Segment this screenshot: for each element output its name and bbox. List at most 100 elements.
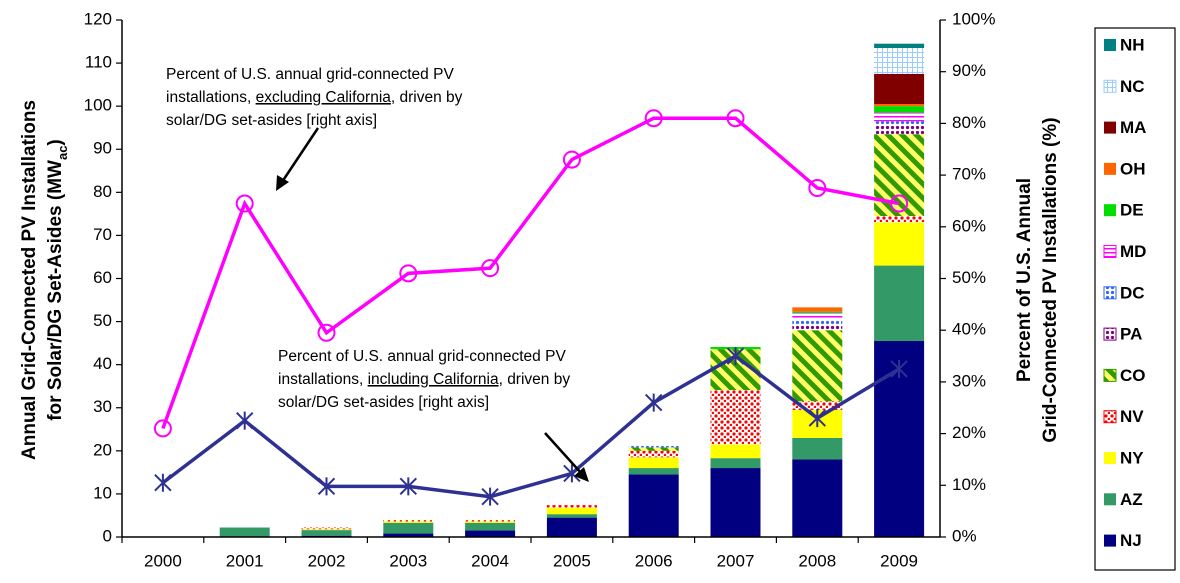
annotation-text: solar/DG set-asides [right axis] — [166, 112, 377, 129]
bar-segment — [792, 319, 843, 324]
legend-swatch — [1104, 452, 1116, 464]
y2-tick-label: 80% — [952, 113, 986, 132]
bar-segment — [465, 520, 516, 522]
bar-segment — [792, 330, 843, 402]
y-label-part: for Solar/DG Set-Asides (MW — [45, 160, 66, 421]
legend-label: PA — [1120, 325, 1142, 344]
y-label-subscript: ac — [55, 146, 70, 160]
x-tick-label: 2005 — [553, 551, 591, 570]
y-axis-label-line: for Solar/DG Set-Asides (MWac) — [45, 139, 70, 421]
line-series — [161, 353, 901, 499]
bar-segment — [710, 444, 761, 459]
legend-swatch — [1104, 534, 1116, 547]
bar-segment — [874, 112, 925, 122]
y2-tick-label: 50% — [952, 268, 986, 287]
y-tick-label: 0 — [103, 526, 112, 545]
legend-swatch — [1104, 493, 1116, 506]
y-tick-label: 120 — [84, 9, 112, 28]
y2-tick-label: 40% — [952, 320, 986, 339]
line-marker — [890, 194, 909, 213]
bar-segment — [874, 104, 925, 107]
bar-segment — [628, 444, 679, 448]
bar-segment — [874, 73, 925, 105]
bar-segment — [710, 390, 761, 445]
legend-swatch — [1103, 410, 1117, 424]
line-marker — [481, 259, 500, 278]
bar-segment — [219, 527, 270, 537]
y2-tick-label: 60% — [952, 216, 986, 235]
line-marker — [317, 323, 336, 342]
line-marker — [235, 194, 254, 213]
x-tick-label: 2009 — [880, 551, 918, 570]
x-tick-label: 2001 — [226, 551, 264, 570]
annotation-text: excluding California — [256, 89, 392, 106]
annotation: Percent of U.S. annual grid-connected PV… — [278, 348, 570, 411]
line-marker — [808, 179, 827, 198]
y2-tick-label: 90% — [952, 61, 986, 80]
bar-segment — [874, 125, 925, 135]
line-marker — [317, 477, 336, 496]
x-tick-label: 2000 — [144, 551, 182, 570]
y-tick-label: 70 — [93, 225, 112, 244]
annotation: Percent of U.S. annual grid-connected PV… — [166, 66, 463, 129]
legend-label: DC — [1120, 283, 1145, 302]
line-marker — [726, 347, 745, 366]
y-tick-label: 90 — [93, 139, 112, 158]
legend-swatch — [1104, 204, 1116, 217]
y-axis-label-line: Annual Grid-Connected PV Installations — [19, 100, 40, 460]
line-marker — [562, 150, 581, 169]
bar-segment — [383, 522, 434, 534]
bar-segment — [301, 527, 352, 530]
line-marker — [644, 393, 663, 412]
legend-label: CO — [1120, 366, 1146, 385]
legend-label: NJ — [1120, 531, 1142, 550]
bar-segment — [874, 134, 925, 217]
bar-segment — [628, 450, 679, 458]
x-tick-label: 2003 — [389, 551, 427, 570]
legend-label: NV — [1120, 407, 1144, 426]
x-tick-label: 2007 — [717, 551, 755, 570]
annotation-text: Percent of U.S. annual grid-connected PV — [166, 66, 454, 83]
bar-segment — [874, 265, 925, 341]
legend-swatch — [1104, 121, 1116, 134]
y2-tick-label: 0% — [952, 526, 977, 545]
bar-segment — [874, 222, 925, 266]
legend-label: MA — [1120, 118, 1146, 137]
y-tick-label: 30 — [93, 397, 112, 416]
bar-segment — [792, 323, 843, 331]
y2-axis-label: Percent of U.S. Annual Grid-Connected PV… — [1014, 117, 1061, 442]
y-tick-label: 110 — [85, 53, 112, 72]
bar-segment — [383, 521, 434, 523]
y-tick-label: 40 — [93, 354, 112, 373]
y2-tick-label: 20% — [952, 423, 986, 442]
legend-label: NC — [1120, 77, 1145, 96]
annotation-text: including California — [368, 371, 499, 388]
bar-segment — [465, 522, 516, 531]
annotation-text: , driven by — [499, 371, 571, 388]
annotation-text: installations, — [166, 89, 256, 106]
annotation-text: Percent of U.S. annual grid-connected PV — [278, 348, 566, 365]
annotation-arrow — [280, 127, 320, 183]
bar-segment — [465, 530, 516, 537]
bar-segment — [874, 48, 925, 74]
x-tick-label: 2006 — [635, 551, 673, 570]
bar-segment — [628, 474, 679, 537]
y2-tick-label: 30% — [952, 371, 986, 390]
bar-segment — [792, 311, 843, 313]
bar-segment — [628, 468, 679, 475]
bar-segment — [546, 517, 597, 537]
y-label-part: ) — [45, 139, 66, 145]
line-marker — [153, 419, 172, 438]
annotation-text: solar/DG set-asides [right axis] — [278, 394, 489, 411]
bar-segment — [383, 520, 434, 522]
legend-label: OH — [1120, 159, 1146, 178]
line-marker — [399, 264, 418, 283]
bar-segment — [792, 459, 843, 537]
x-tick-label: 2004 — [471, 551, 509, 570]
legend-swatch — [1103, 286, 1117, 300]
line-marker — [890, 359, 908, 378]
y2-axis-label-line: Percent of U.S. Annual — [1014, 178, 1035, 382]
legend-swatch — [1104, 39, 1116, 51]
line-marker — [726, 109, 745, 128]
